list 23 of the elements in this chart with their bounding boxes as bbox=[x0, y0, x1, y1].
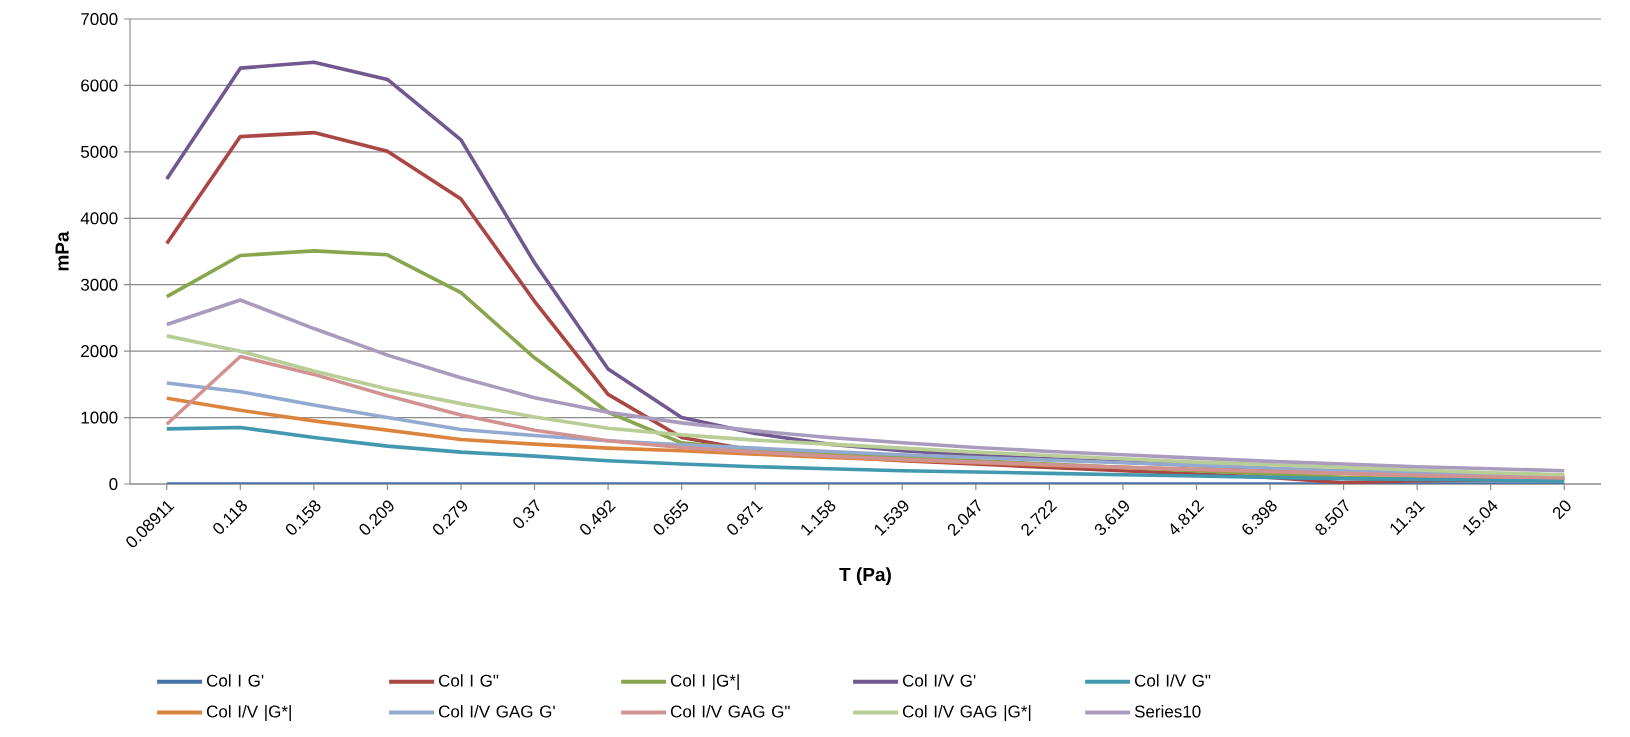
legend-label: Col I/V GAG G' bbox=[438, 705, 555, 718]
y-tick-label: 1000 bbox=[81, 411, 118, 424]
legend-label: Col I/V |G*| bbox=[206, 705, 291, 721]
x-axis-title: T (Pa) bbox=[839, 567, 891, 585]
legend-label: Col I/V G" bbox=[1134, 674, 1211, 687]
legend-label: Col I |G*| bbox=[670, 674, 739, 691]
line-series bbox=[164, 298, 1567, 473]
legend-label: Col I G' bbox=[206, 674, 264, 687]
legend-label: Col I/V G' bbox=[902, 674, 976, 687]
legend-label: Series10 bbox=[1134, 705, 1201, 718]
legend-label: Col I/V GAG G" bbox=[670, 705, 790, 718]
y-tick-label: 6000 bbox=[81, 79, 118, 92]
y-tick-label: 4000 bbox=[80, 212, 118, 225]
y-axis-title: mPa bbox=[55, 231, 69, 271]
y-tick-label: 7000 bbox=[81, 12, 118, 26]
y-tick-label: 5000 bbox=[80, 145, 118, 158]
y-tick-label: 3000 bbox=[80, 278, 118, 291]
x-tick-label: 20 bbox=[1552, 500, 1571, 520]
line-series bbox=[164, 334, 1567, 477]
legend-label: Col I/V GAG |G*| bbox=[902, 705, 1031, 721]
y-tick-label: 2000 bbox=[81, 345, 118, 358]
y-tick-label: 0 bbox=[109, 477, 118, 491]
legend-label: Col I G" bbox=[438, 674, 499, 687]
